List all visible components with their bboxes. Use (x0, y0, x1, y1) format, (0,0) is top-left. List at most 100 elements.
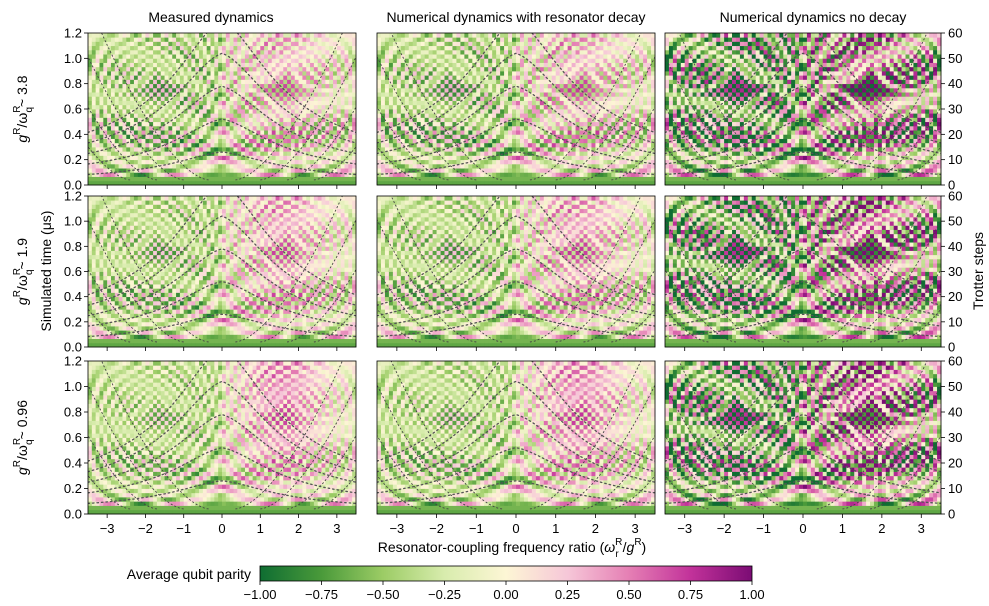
heat-cell (191, 66, 196, 72)
heat-cell (317, 62, 322, 68)
heat-cell (436, 125, 441, 131)
heat-cell (229, 130, 234, 135)
heat-cell (222, 180, 227, 186)
heat-cell (321, 100, 326, 106)
heat-cell (241, 71, 246, 76)
heat-cell (95, 121, 100, 127)
heat-cell (531, 92, 537, 97)
heat-cell (306, 54, 311, 59)
heat-cell (607, 147, 612, 152)
heat-cell (579, 71, 584, 76)
heat-cell (91, 109, 97, 114)
heat-cell (118, 75, 123, 80)
heat-cell (392, 142, 398, 148)
heat-cell (107, 104, 112, 110)
heat-cell (472, 159, 477, 165)
heat-cell (191, 151, 196, 156)
heat-cell (237, 125, 242, 131)
heat-cell (611, 147, 616, 152)
heat-cell (392, 71, 398, 76)
heat-cell (103, 54, 108, 59)
heat-cell (380, 134, 386, 139)
heat-cell (551, 49, 557, 55)
heat-cell (587, 100, 592, 106)
heat-cell (436, 62, 441, 68)
heat-cell (492, 79, 497, 85)
heat-cell (348, 49, 353, 55)
heat-cell (456, 155, 461, 161)
heat-cell (380, 96, 386, 101)
heat-cell (611, 49, 616, 55)
heat-cell (264, 117, 269, 123)
heat-cell (388, 79, 394, 85)
heat-cell (225, 109, 231, 114)
heat-cell (444, 71, 449, 76)
heat-cell (444, 147, 449, 152)
heat-cell (110, 92, 116, 97)
heat-cell (233, 100, 238, 106)
heat-cell (156, 37, 162, 42)
heat-cell (321, 180, 326, 186)
heat-cell (137, 147, 142, 152)
heat-cell (91, 130, 97, 135)
heat-cell (336, 117, 342, 123)
heat-cell (587, 113, 592, 118)
heat-cell (583, 151, 588, 156)
heat-cell (392, 41, 398, 47)
heat-cell (456, 49, 461, 55)
heat-cell (523, 96, 529, 101)
heat-cell (225, 117, 231, 123)
heat-cell (333, 138, 338, 144)
heat-cell (202, 180, 208, 186)
heat-cell (432, 159, 437, 165)
heat-cell (404, 41, 410, 47)
heat-cell (547, 33, 553, 38)
heat-cell (408, 121, 414, 127)
heat-cell (183, 142, 188, 148)
heat-cell (408, 142, 414, 148)
heat-cell (436, 37, 441, 42)
heat-cell (244, 147, 250, 152)
heat-cell (567, 147, 572, 152)
heat-cell (252, 66, 257, 72)
heat-cell (599, 130, 604, 135)
heat-cell (639, 180, 644, 186)
heat-cell (440, 49, 445, 55)
heat-cell (137, 180, 142, 186)
heat-cell (627, 142, 632, 148)
heat-cell (88, 83, 93, 89)
heat-cell (336, 92, 342, 97)
heat-cell (559, 172, 565, 177)
heat-cell (283, 33, 288, 38)
heat-cell (206, 180, 211, 186)
heat-cell (647, 155, 652, 161)
heat-cell (583, 104, 588, 110)
heat-cell (575, 168, 580, 173)
heat-cell (294, 125, 299, 131)
heat-cell (400, 142, 406, 148)
heat-cell (492, 142, 497, 148)
heat-cell (225, 180, 231, 186)
heat-cell (468, 79, 473, 85)
heat-cell (91, 87, 97, 93)
heat-cell (476, 134, 481, 139)
heat-cell (408, 130, 414, 135)
heat-cell (404, 79, 410, 85)
heat-cell (464, 134, 469, 139)
heat-cell (164, 41, 169, 47)
heat-cell (508, 142, 513, 148)
heat-cell (396, 37, 402, 42)
heat-cell (424, 66, 430, 72)
heat-cell (187, 125, 192, 131)
heat-cell (99, 163, 104, 169)
heat-cell (527, 147, 533, 152)
heat-cell (179, 142, 185, 148)
heat-cell (264, 87, 269, 93)
heat-cell (187, 37, 192, 42)
heat-cell (156, 159, 162, 165)
heat-cell (352, 109, 357, 114)
heat-cell (464, 92, 469, 97)
heat-cell (464, 151, 469, 156)
heat-cell (202, 155, 208, 161)
heat-cell (535, 75, 541, 80)
